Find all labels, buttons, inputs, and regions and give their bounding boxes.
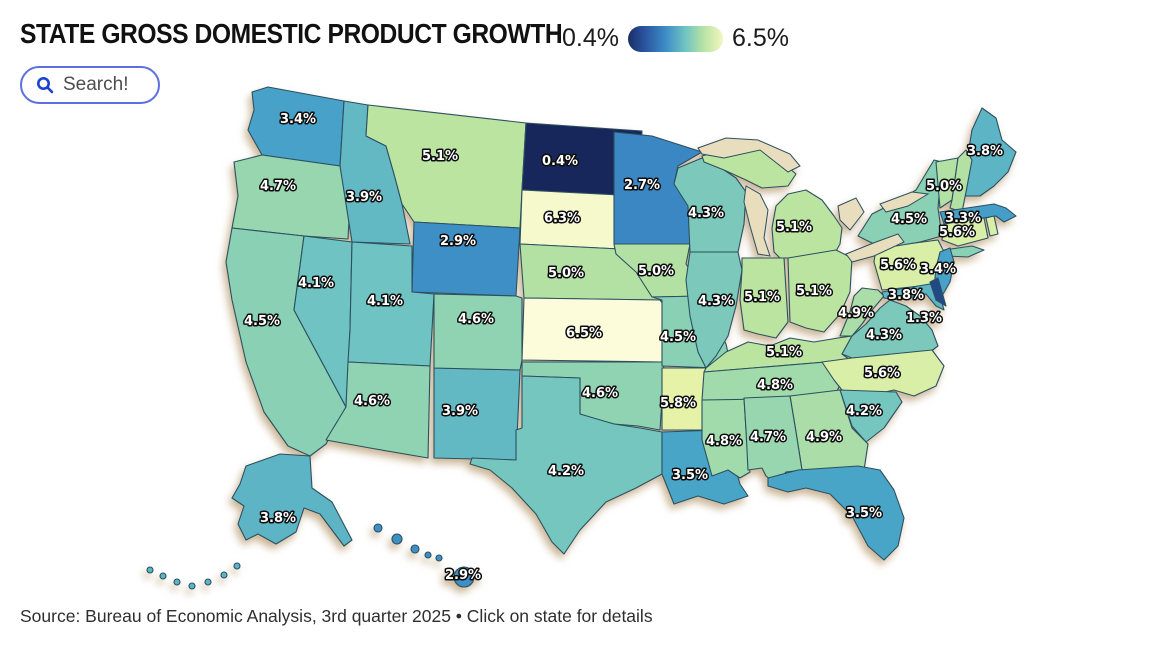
state-AK[interactable] bbox=[173, 578, 181, 586]
state-WV[interactable] bbox=[839, 287, 885, 337]
state-OR[interactable] bbox=[231, 154, 353, 240]
state-WY[interactable] bbox=[411, 221, 521, 297]
state-HI[interactable] bbox=[453, 566, 475, 588]
state-NC[interactable] bbox=[821, 349, 945, 397]
state-HI[interactable] bbox=[424, 551, 432, 559]
state-AK[interactable] bbox=[233, 562, 241, 570]
legend-max-label: 6.5% bbox=[731, 24, 789, 52]
great-lakes bbox=[743, 185, 771, 257]
state-AK[interactable] bbox=[204, 578, 212, 586]
state-KS[interactable] bbox=[521, 297, 667, 363]
state-VA[interactable] bbox=[841, 299, 939, 359]
search-placeholder: Search! bbox=[63, 74, 129, 95]
state-SC[interactable] bbox=[839, 389, 903, 443]
state-HI[interactable] bbox=[435, 554, 443, 562]
state-FL[interactable] bbox=[767, 465, 905, 561]
state-IN[interactable] bbox=[739, 257, 789, 339]
state-HI[interactable] bbox=[410, 544, 420, 554]
state-AK[interactable] bbox=[159, 572, 167, 580]
state-WA[interactable] bbox=[247, 86, 345, 167]
state-OH[interactable] bbox=[787, 249, 853, 333]
state-NM[interactable] bbox=[433, 367, 521, 461]
state-DE[interactable] bbox=[929, 277, 947, 307]
state-UT[interactable] bbox=[347, 241, 435, 367]
legend-min-label: 0.4% bbox=[562, 24, 619, 52]
state-AK[interactable] bbox=[146, 566, 154, 574]
state-CT[interactable] bbox=[941, 217, 989, 247]
search-box[interactable]: Search! bbox=[20, 66, 160, 104]
search-icon bbox=[37, 77, 54, 94]
great-lakes bbox=[879, 191, 930, 213]
state-AK[interactable] bbox=[188, 582, 196, 590]
source-note: Source: Bureau of Economic Analysis, 3rd… bbox=[20, 606, 653, 626]
state-HI[interactable] bbox=[373, 523, 383, 533]
state-NH[interactable] bbox=[949, 149, 973, 213]
great-lakes bbox=[845, 233, 905, 263]
state-MS[interactable] bbox=[701, 397, 751, 479]
state-TX[interactable] bbox=[469, 375, 663, 555]
state-AZ[interactable] bbox=[325, 361, 431, 459]
page-title: STATE GROSS DOMESTIC PRODUCT GROWTH bbox=[20, 18, 563, 49]
state-ME[interactable] bbox=[961, 107, 1017, 197]
legend-gradient-bar bbox=[627, 25, 723, 52]
great-lakes bbox=[837, 197, 865, 231]
state-AK[interactable] bbox=[231, 453, 353, 547]
state-MI[interactable] bbox=[771, 189, 843, 259]
state-CO[interactable] bbox=[433, 293, 523, 371]
state-IL[interactable] bbox=[685, 251, 743, 369]
great-lakes bbox=[697, 137, 801, 173]
state-AK[interactable] bbox=[220, 571, 228, 579]
state-RI[interactable] bbox=[985, 215, 999, 237]
color-legend: 0.4% 6.5% bbox=[562, 24, 789, 53]
state-HI[interactable] bbox=[391, 533, 403, 545]
